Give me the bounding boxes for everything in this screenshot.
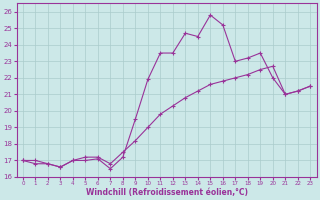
X-axis label: Windchill (Refroidissement éolien,°C): Windchill (Refroidissement éolien,°C)	[85, 188, 248, 197]
